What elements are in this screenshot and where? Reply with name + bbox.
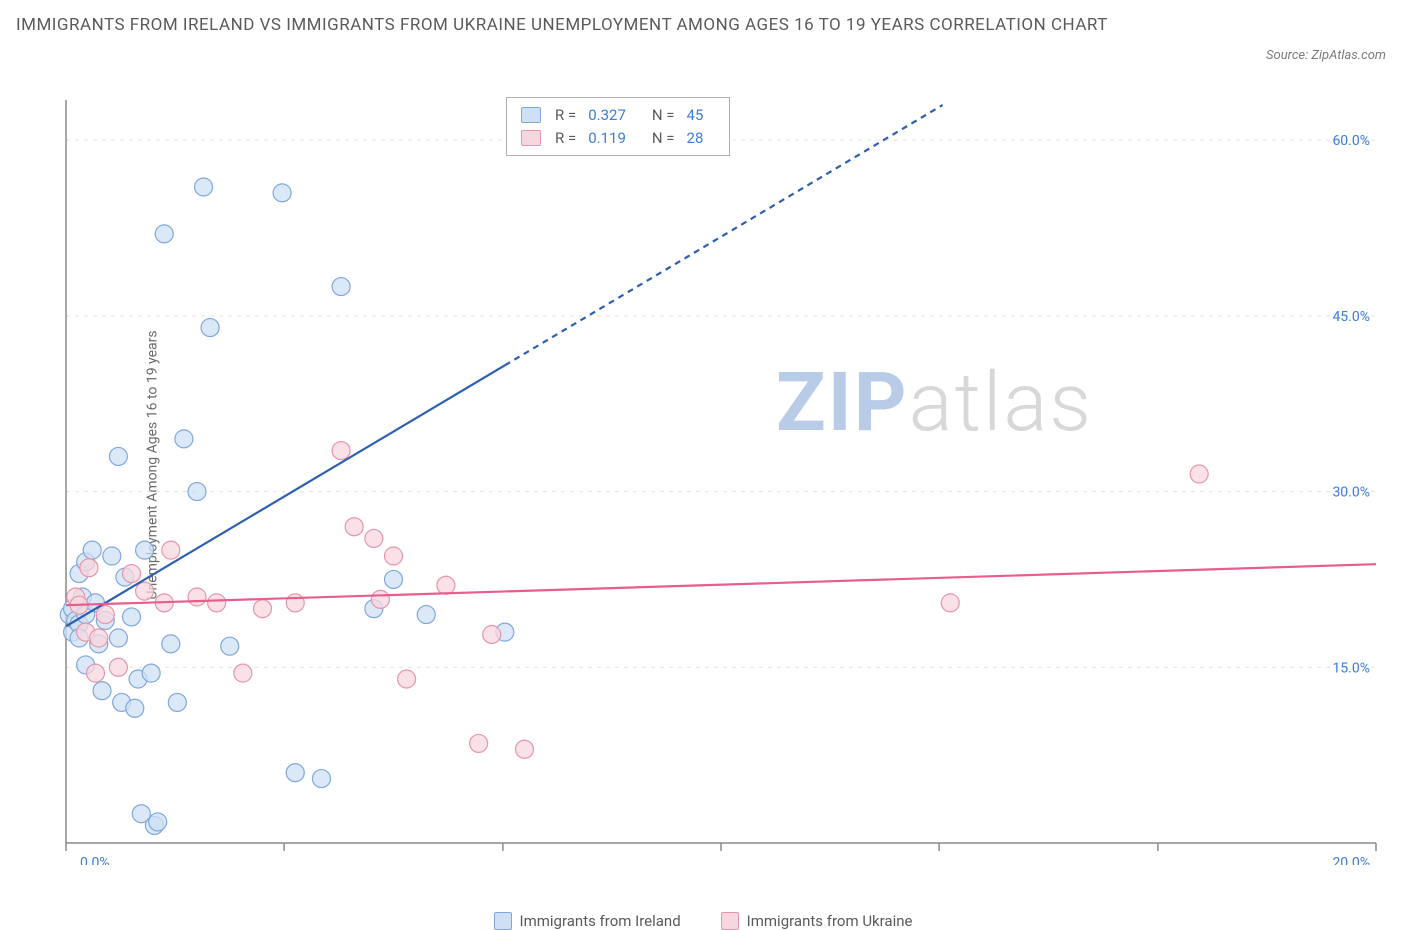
legend-swatch <box>521 130 541 146</box>
svg-text:45.0%: 45.0% <box>1332 309 1370 325</box>
r-label: R = <box>555 127 576 150</box>
r-label: R = <box>555 104 576 127</box>
series-legend: Immigrants from Ireland Immigrants from … <box>0 912 1406 930</box>
legend-swatch-ireland <box>494 912 512 930</box>
source-attribution: Source: ZipAtlas.com <box>1266 48 1386 63</box>
svg-text:20.0%: 20.0% <box>1332 855 1370 865</box>
r-value: 0.327 <box>588 104 626 127</box>
svg-text:15.0%: 15.0% <box>1332 660 1370 676</box>
n-label: N = <box>652 104 675 127</box>
n-value: 45 <box>687 104 704 127</box>
chart-area: 15.0% 30.0% 45.0% 60.0% ZIPatlas 0.0% 20.0% R … <box>56 95 1386 865</box>
chart-title: IMMIGRANTS FROM IRELAND VS IMMIGRANTS FR… <box>16 12 1206 39</box>
legend-swatch <box>521 107 541 123</box>
svg-text:0.0%: 0.0% <box>80 855 110 865</box>
legend-stat-row: R = 0.327 N = 45 <box>521 104 715 127</box>
svg-text:ZIPatlas: ZIPatlas <box>776 355 1093 451</box>
legend-label-ireland: Immigrants from Ireland <box>520 912 681 930</box>
r-value: 0.119 <box>588 127 626 150</box>
legend-stat-row: R = 0.119 N = 28 <box>521 127 715 150</box>
legend-swatch-ukraine <box>721 912 739 930</box>
correlation-legend: R = 0.327 N = 45 R = 0.119 N = 28 <box>506 97 730 156</box>
legend-item-ireland: Immigrants from Ireland <box>494 912 681 930</box>
svg-text:30.0%: 30.0% <box>1332 485 1370 501</box>
legend-item-ukraine: Immigrants from Ukraine <box>721 912 913 930</box>
scatter-chart: 15.0% 30.0% 45.0% 60.0% ZIPatlas 0.0% 20.0% <box>56 95 1386 865</box>
legend-label-ukraine: Immigrants from Ukraine <box>747 912 913 930</box>
svg-text:60.0%: 60.0% <box>1332 133 1370 149</box>
n-value: 28 <box>687 127 704 150</box>
n-label: N = <box>652 127 675 150</box>
